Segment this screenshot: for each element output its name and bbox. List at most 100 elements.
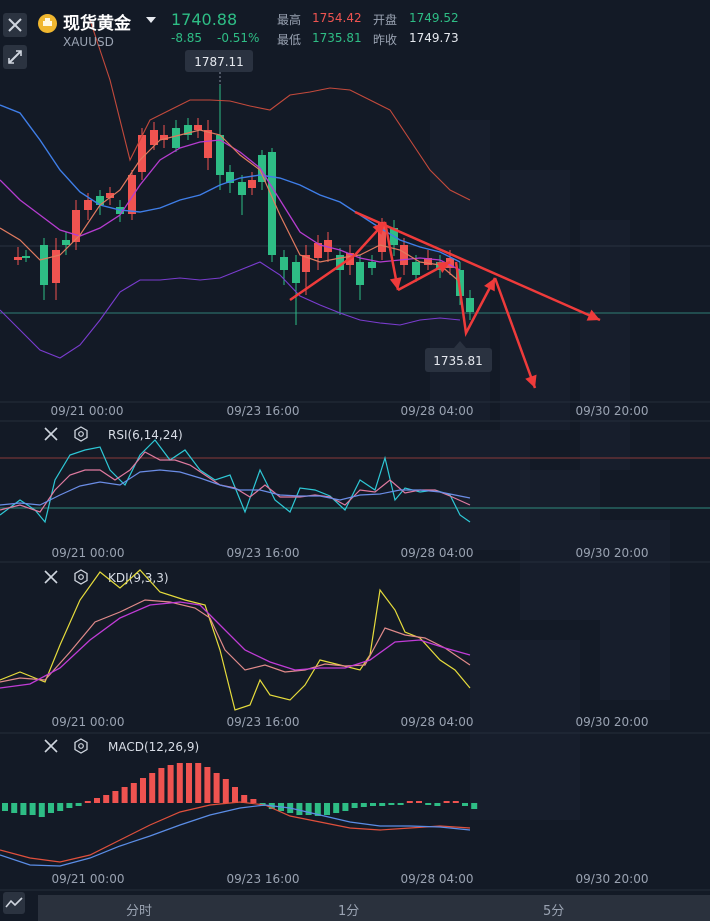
macd-histogram-bar [38, 803, 45, 817]
candle-body [62, 240, 70, 245]
candle-body [324, 240, 332, 252]
tab-1min[interactable]: 1分 [338, 904, 360, 919]
macd-time-label: 09/28 04:00 [401, 872, 474, 886]
ma-line-blue [0, 104, 461, 263]
rsi-panel-label: RSI(6,14,24) [108, 428, 183, 442]
candle-body [172, 128, 180, 148]
candle-body [138, 135, 146, 172]
annotation-arrow-projection [493, 277, 537, 389]
macd-histogram-bar [149, 773, 156, 803]
candle-body [160, 135, 168, 140]
candle-body [22, 256, 30, 258]
panel-close-icon[interactable] [44, 739, 58, 753]
panel-close-icon[interactable] [44, 427, 58, 441]
rsi-line-2 [0, 451, 471, 513]
rsi-time-label: 09/21 00:00 [52, 546, 125, 560]
settings-icon[interactable] [74, 569, 88, 585]
candle-body [466, 298, 474, 312]
candle-body [368, 262, 376, 268]
candle-body [72, 210, 80, 242]
macd-dea-line [0, 801, 471, 863]
kdj-k-line [0, 569, 471, 711]
candle-body [40, 245, 48, 285]
main-time-label: 09/23 16:00 [227, 404, 300, 418]
background-block [520, 470, 600, 620]
annotation-arrow-projection-head [525, 374, 537, 388]
main-time-label: 09/21 00:00 [51, 404, 124, 418]
macd-histogram-bar [213, 773, 220, 803]
settings-center [78, 574, 84, 580]
tab-timeshare[interactable]: 分时 [126, 904, 153, 919]
background-block [600, 520, 670, 700]
annotation-trendline-arrow-head [586, 309, 600, 321]
high-value: 1754.42 [312, 11, 362, 25]
annotation-arrow-v-head [484, 278, 495, 292]
macd-histogram-bar [471, 803, 478, 809]
macd-histogram-bar [296, 803, 303, 815]
close-icon-stroke [44, 739, 58, 753]
macd-histogram-bar [452, 801, 459, 803]
kdj-time-label: 09/28 04:00 [401, 715, 474, 729]
macd-histogram-bar [388, 803, 395, 805]
rsi-time-label: 09/30 20:00 [576, 546, 649, 560]
bollinger-lower [0, 261, 461, 359]
candle-body [226, 172, 234, 183]
rsi-time-label: 09/23 16:00 [227, 546, 300, 560]
macd-histogram-bar [241, 795, 248, 803]
prev-close-label: 昨收 [373, 33, 398, 47]
tab-5min[interactable]: 5分 [543, 904, 565, 919]
chart-mode-button[interactable] [3, 892, 25, 914]
kdj-panel-label: KDJ(9,3,3) [108, 571, 169, 585]
price-change: -8.85 [171, 31, 203, 45]
annotation-arrow-up-2-head [436, 262, 450, 273]
collapse-button[interactable] [3, 45, 27, 69]
macd-histogram-bar [232, 787, 238, 803]
background-block [500, 170, 570, 430]
macd-histogram-bar [176, 763, 183, 803]
macd-histogram-bar [48, 803, 54, 813]
macd-histogram-bar [370, 803, 376, 806]
candle-body [14, 257, 22, 260]
candle-body [84, 200, 92, 210]
macd-time-label: 09/23 16:00 [227, 872, 300, 886]
dropdown-caret-icon[interactable] [146, 17, 156, 23]
settings-hex [74, 426, 88, 442]
candle-body [292, 262, 300, 283]
candle-body [128, 175, 136, 214]
candle-body [150, 130, 158, 145]
macd-time-label: 09/30 20:00 [576, 872, 649, 886]
macd-histogram-bar [158, 768, 165, 803]
timeframe-tabs: 分时 1分 5分 [38, 895, 710, 921]
macd-histogram-bar [94, 798, 100, 803]
macd-histogram-bar [29, 803, 36, 815]
panel-close-icon[interactable] [44, 570, 58, 584]
instrument-title[interactable]: 现货黄金 [63, 14, 131, 34]
candle-body [268, 152, 276, 255]
annotation-trendline-arrow [354, 210, 601, 322]
kdj-d-line [0, 599, 471, 683]
settings-icon[interactable] [74, 738, 88, 754]
low-label: 最低 [277, 33, 302, 47]
settings-center [78, 431, 84, 437]
macd-histogram-bar [333, 803, 340, 813]
macd-histogram-bar [204, 767, 211, 803]
macd-histogram-bar [57, 803, 64, 811]
min-price-label: 1735.81 [433, 354, 483, 368]
macd-histogram-bar [397, 803, 404, 805]
macd-histogram-bar [112, 791, 119, 803]
max-price-label: 1787.11 [194, 55, 244, 69]
close-button[interactable] [3, 13, 27, 37]
candle-body [248, 180, 256, 188]
macd-dif-line [0, 804, 471, 867]
collapse-icon [8, 50, 22, 64]
macd-histogram-bar [314, 803, 321, 816]
macd-histogram-bar [434, 803, 441, 806]
candle-body [238, 182, 246, 195]
candle-body [424, 258, 432, 265]
prev-close-value: 1749.73 [409, 31, 459, 45]
macd-histogram-bar [167, 765, 174, 803]
settings-icon[interactable] [74, 426, 88, 442]
macd-histogram-bar [425, 803, 432, 805]
kdj-time-label: 09/21 00:00 [52, 715, 125, 729]
